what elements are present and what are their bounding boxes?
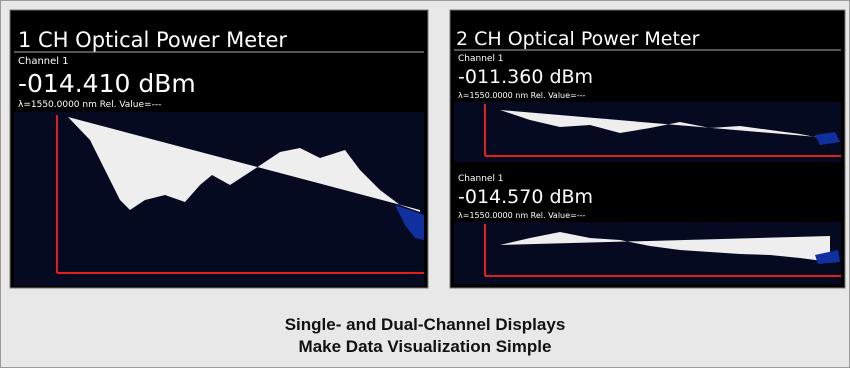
reading: -014.570 dBm — [458, 186, 593, 208]
channel-label: Channel 1 — [458, 54, 504, 64]
info: λ=1550.0000 nm Rel. Value=--- — [458, 91, 586, 100]
screen-title: 1 CH Optical Power Meter — [18, 28, 287, 52]
reading: -014.410 dBm — [18, 69, 196, 98]
plot-area — [14, 112, 424, 286]
channel-label: Channel 1 — [18, 56, 69, 67]
screen-title: 2 CH Optical Power Meter — [456, 28, 700, 50]
page: 1 CH Optical Power Meter Channel 1 -014.… — [0, 0, 850, 368]
screen-dual: 2 CH Optical Power Meter Channel 1 -011.… — [450, 10, 845, 288]
caption: Single- and Dual-Channel Displays — [285, 315, 566, 334]
reading: -011.360 dBm — [458, 66, 593, 88]
channel-label: Channel 1 — [458, 174, 504, 184]
screen-single: 1 CH Optical Power Meter Channel 1 -014.… — [10, 10, 428, 288]
caption: Make Data Visualization Simple — [299, 337, 552, 356]
info: λ=1550.0000 nm Rel. Value=--- — [18, 100, 161, 110]
info: λ=1550.0000 nm Rel. Value=--- — [458, 211, 586, 220]
